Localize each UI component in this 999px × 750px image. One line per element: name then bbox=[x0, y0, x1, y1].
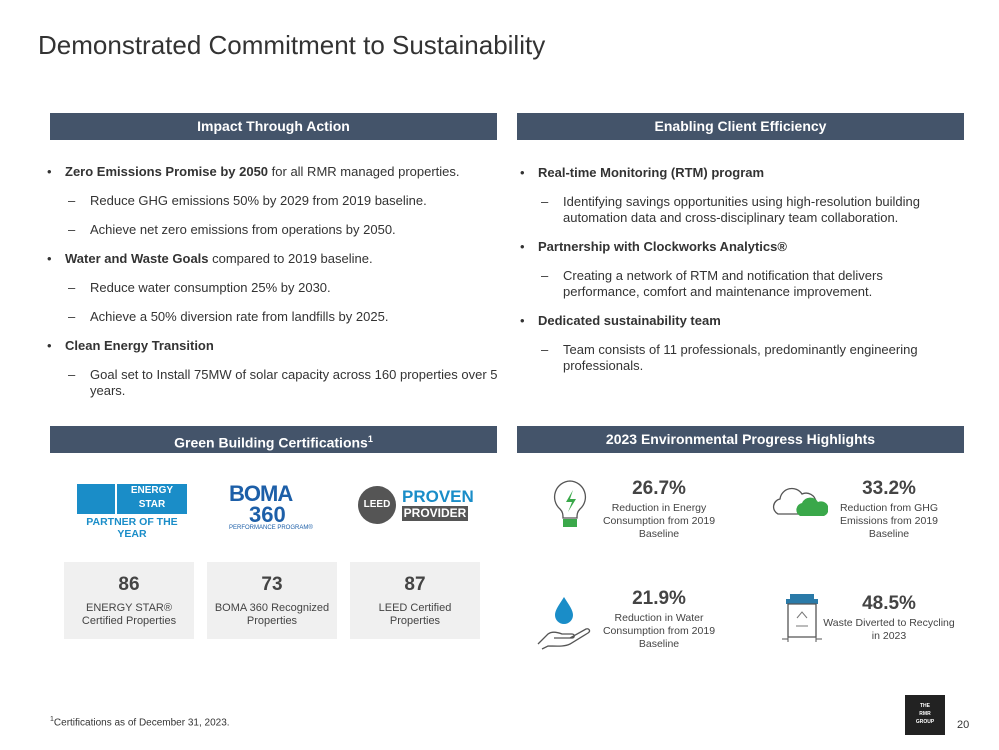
logo-text: RMR bbox=[919, 711, 931, 717]
highlight-value: 33.2% bbox=[862, 478, 916, 499]
sub-bullet: Identifying savings opportunities using … bbox=[538, 194, 933, 226]
header-note: 1 bbox=[367, 434, 373, 444]
energy-star-logo: ENERGY STAR AWARD 2023 PARTNER OF THE YEA… bbox=[77, 484, 187, 540]
sub-bullet: Team consists of 11 professionals, predo… bbox=[538, 342, 933, 374]
bullet-list: Real-time Monitoring (RTM) program Identi… bbox=[520, 165, 933, 387]
logo-text: PROVEN bbox=[402, 487, 474, 506]
logo-text: THE bbox=[920, 703, 930, 709]
highlight-label: Reduction in Energy Consumption from 201… bbox=[602, 502, 716, 540]
sub-list: Reduce GHG emissions 50% by 2029 from 20… bbox=[65, 193, 500, 238]
logo-text: GROUP bbox=[915, 719, 935, 725]
company-logo: THE RMR GROUP bbox=[905, 695, 945, 735]
logo-text: PERFORMANCE PROGRAM® bbox=[229, 525, 313, 531]
section-header: Green Building Certifications1 bbox=[50, 426, 497, 453]
sub-bullet: Achieve a 50% diversion rate from landfi… bbox=[65, 309, 500, 325]
page-number: 20 bbox=[957, 719, 970, 731]
sub-bullet: Achieve net zero emissions from operatio… bbox=[65, 222, 500, 238]
bullet-bold: Dedicated sustainability team bbox=[538, 313, 721, 328]
logo-text-box: ENERGY STAR AWARD 2023 bbox=[117, 484, 187, 524]
section-header: 2023 Environmental Progress Highlights bbox=[517, 426, 964, 453]
stat-label: ENERGY STAR® Certified Properties bbox=[81, 602, 177, 627]
highlight-value: 48.5% bbox=[862, 593, 916, 614]
section-header: Enabling Client Efficiency bbox=[517, 113, 964, 140]
section-header: Impact Through Action bbox=[50, 113, 497, 140]
sub-list: Creating a network of RTM and notificati… bbox=[538, 268, 933, 300]
title: Demonstrated Commitment to Sustainabilit… bbox=[38, 30, 546, 60]
bullet: Partnership with Clockworks Analytics® Cr… bbox=[520, 239, 933, 300]
bullet: Real-time Monitoring (RTM) program Identi… bbox=[520, 165, 933, 226]
boma-logo: BOMA 360 PERFORMANCE PROGRAM® bbox=[229, 483, 321, 533]
logo-text: AWARD 2023 bbox=[120, 513, 184, 524]
stat-value: 87 bbox=[404, 574, 426, 595]
bullet-bold: Clean Energy Transition bbox=[65, 338, 214, 353]
bullet-bold: Partnership with Clockworks Analytics® bbox=[538, 239, 787, 254]
sub-bullet: Goal set to Install 75MW of solar capaci… bbox=[65, 367, 500, 399]
sub-bullet: Reduce water consumption 25% by 2030. bbox=[65, 280, 500, 296]
logo-text: BOMA bbox=[229, 481, 293, 506]
stat-label: LEED Certified Properties bbox=[378, 602, 452, 627]
highlight-value: 21.9% bbox=[632, 588, 686, 609]
bullet: Water and Waste Goals compared to 2019 b… bbox=[47, 251, 500, 325]
stat-box: 73 BOMA 360 Recognized Properties bbox=[207, 562, 337, 639]
stat-label: BOMA 360 Recognized Properties bbox=[214, 602, 330, 627]
stat-box: 86 ENERGY STAR® Certified Properties bbox=[64, 562, 194, 639]
bullet-list: Zero Emissions Promise by 2050 for all R… bbox=[47, 164, 500, 412]
bullet-bold: Zero Emissions Promise by 2050 bbox=[65, 164, 269, 179]
logo-box bbox=[77, 484, 115, 514]
footnote: 1Certifications as of December 31, 2023. bbox=[50, 716, 230, 728]
water-hand-icon bbox=[537, 597, 591, 650]
footnote-text: Certifications as of December 31, 2023. bbox=[53, 717, 230, 729]
bin-icon bbox=[782, 594, 822, 642]
highlight-label: Waste Diverted to Recycling in 2023 bbox=[823, 617, 955, 642]
sub-list: Team consists of 11 professionals, predo… bbox=[538, 342, 933, 374]
logo-text: PROVIDER bbox=[402, 506, 468, 521]
footnote-marker: 1 bbox=[50, 716, 54, 723]
header-text: Green Building Certifications bbox=[174, 434, 368, 451]
logo-text: PARTNER OF THE YEAR bbox=[86, 516, 178, 540]
bullet: Dedicated sustainability team Team consis… bbox=[520, 313, 933, 374]
stat-value: 86 bbox=[118, 574, 140, 595]
highlight-label: Reduction from GHG Emissions from 2019 B… bbox=[839, 502, 939, 540]
bulb-icon bbox=[553, 480, 587, 527]
sub-list: Reduce water consumption 25% by 2030. Ach… bbox=[65, 280, 500, 325]
bullet-bold: Water and Waste Goals bbox=[65, 251, 209, 266]
highlight-label: Reduction in Water Consumption from 2019… bbox=[602, 612, 716, 650]
bullet-text: compared to 2019 baseline. bbox=[208, 251, 373, 266]
logo-text: ENERGY STAR bbox=[130, 485, 174, 510]
bullet-text: for all RMR managed properties. bbox=[268, 164, 460, 179]
sub-list: Goal set to Install 75MW of solar capaci… bbox=[65, 367, 500, 399]
cloud-icon bbox=[772, 487, 828, 516]
logo-text: 360 bbox=[249, 502, 286, 527]
sub-bullet: Creating a network of RTM and notificati… bbox=[538, 268, 933, 300]
bullet: Zero Emissions Promise by 2050 for all R… bbox=[47, 164, 500, 238]
sub-bullet: Reduce GHG emissions 50% by 2029 from 20… bbox=[65, 193, 500, 209]
bullet-bold: Real-time Monitoring (RTM) program bbox=[538, 165, 765, 180]
highlight-value: 26.7% bbox=[632, 478, 686, 499]
stat-value: 73 bbox=[261, 574, 283, 595]
leed-logo: LEED PROVEN PROVIDER bbox=[358, 486, 474, 526]
stat-box: 87 LEED Certified Properties bbox=[350, 562, 480, 639]
bullet: Clean Energy Transition Goal set to Insta… bbox=[47, 338, 500, 399]
sub-list: Identifying savings opportunities using … bbox=[538, 194, 933, 226]
logo-seal: LEED bbox=[358, 486, 396, 524]
